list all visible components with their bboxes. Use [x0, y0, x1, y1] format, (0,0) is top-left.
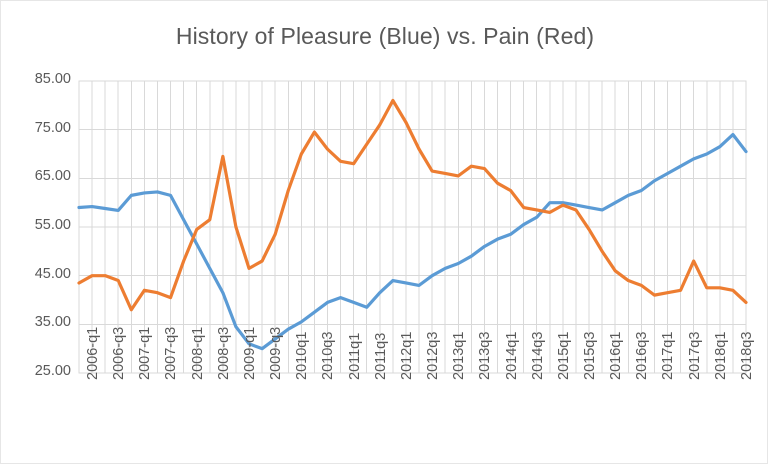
- x-axis-tick-label: 2012q1: [398, 331, 415, 380]
- y-axis-tick-label: 65.00: [34, 168, 71, 185]
- y-axis-tick-label: 25.00: [34, 363, 71, 379]
- x-axis-tick-label: 2015q3: [581, 331, 598, 380]
- x-axis-tick-label: 2007-q1: [137, 326, 154, 380]
- x-axis-tick-label: 2010q3: [320, 331, 337, 380]
- x-axis-tick-label: 2013q1: [451, 331, 468, 380]
- x-axis-tick-label: 2009-q1: [241, 326, 258, 380]
- plot-border: [78, 80, 747, 374]
- x-axis-tick-label: 2013q3: [477, 331, 494, 380]
- series-line-pleasure: [77, 132, 748, 351]
- x-axis-tick-label: 2006-q3: [111, 326, 128, 380]
- x-axis-tick-label: 2016q3: [634, 331, 651, 380]
- x-axis-tick-label: 2011q1: [346, 332, 363, 380]
- y-axis-tick-label: 55.00: [34, 217, 71, 233]
- x-axis-tick-label: 2008-q1: [189, 326, 206, 380]
- x-axis-tick-label: 2015q1: [555, 331, 572, 380]
- x-axis-tick-label: 2011q3: [372, 332, 389, 380]
- x-axis-tick-label: 2007-q3: [163, 326, 180, 380]
- y-axis-tick-label: 75.00: [34, 119, 71, 136]
- x-axis-tick-label: 2014q1: [503, 331, 520, 380]
- x-axis-tick-label: 2018q1: [712, 331, 729, 380]
- x-axis-tick-label: 2010q1: [294, 331, 311, 380]
- x-axis-tick-label: 2017q1: [660, 331, 677, 380]
- x-axis-tick-label: 2017q3: [686, 331, 703, 380]
- gridlines: [78, 80, 747, 374]
- y-axis-tick-label: 85.00: [34, 71, 71, 87]
- x-axis-tick-label: 2006-q1: [85, 326, 101, 380]
- x-axis-tick-label: 2018q3: [738, 331, 755, 380]
- x-axis-tick-label: 2014q3: [529, 331, 546, 380]
- x-axis-tick-label: 2008-q3: [215, 326, 232, 380]
- y-axis-tick-label: 45.00: [34, 265, 71, 282]
- data-series-layer: [77, 98, 748, 351]
- x-axis-tick-label: 2009-q3: [268, 326, 285, 380]
- x-axis-tick-label: 2012q3: [425, 331, 442, 380]
- y-axis-tick-label: 35.00: [34, 314, 71, 331]
- chart-title: History of Pleasure (Blue) vs. Pain (Red…: [175, 23, 595, 49]
- x-axis-tick-label: 2016q1: [608, 331, 625, 380]
- series-line-pain: [77, 98, 748, 312]
